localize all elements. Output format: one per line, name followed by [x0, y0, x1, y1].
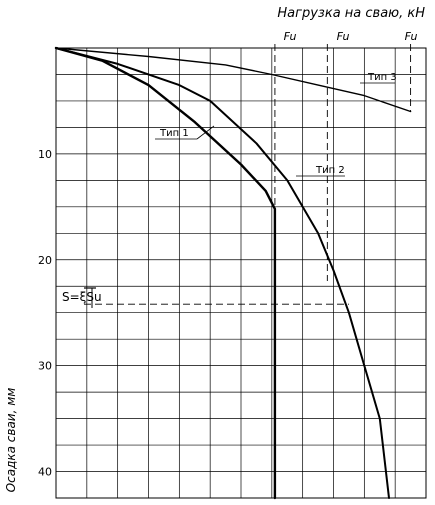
series-lines — [54, 46, 412, 500]
series-line-1 — [54, 46, 277, 500]
fu-label-2: Fu — [337, 30, 350, 43]
y-axis-title: Осадка сваи, мм — [4, 388, 18, 493]
fu-label-1: Fu — [284, 30, 297, 43]
fu-labels: Fu Fu Fu — [284, 30, 418, 43]
y-tick-label: 40 — [38, 466, 52, 479]
y-tick-labels: 10 20 30 40 — [38, 148, 52, 479]
plot-frame — [55, 47, 427, 499]
y-tick-label: 30 — [38, 360, 52, 373]
series-label-type-2: Тип 2 — [315, 165, 345, 176]
fu-label-3: Fu — [405, 30, 418, 43]
series-labels: Тип 1 Тип 2 Тип 3 — [155, 72, 397, 177]
plot-border — [55, 47, 427, 499]
y-tick-label: 10 — [38, 148, 52, 161]
series-label-type-3: Тип 3 — [367, 72, 397, 83]
guide-lines — [84, 44, 412, 308]
series-line-3 — [55, 47, 412, 113]
settlement-criterion-label: S=ξSu — [62, 290, 102, 304]
series-label-type-1: Тип 1 — [159, 128, 189, 139]
series-line-2 — [55, 47, 390, 499]
leader-type-1-tick — [196, 125, 215, 140]
y-tick-label: 20 — [38, 254, 52, 267]
grid — [56, 48, 426, 498]
x-axis-title: Нагрузка на сваю, кН — [277, 6, 425, 21]
